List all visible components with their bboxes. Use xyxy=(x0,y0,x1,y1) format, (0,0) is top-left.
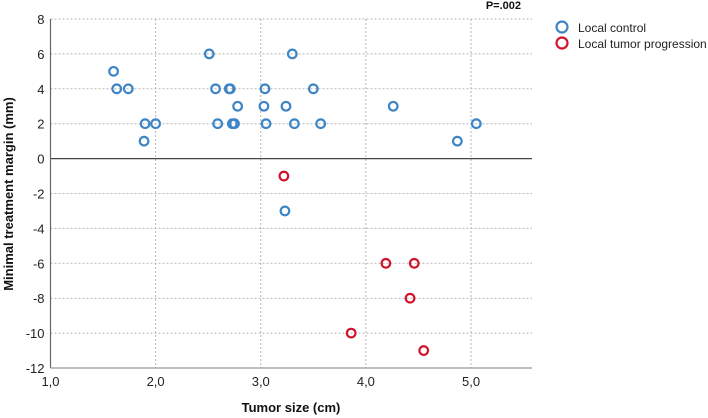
point-local-control xyxy=(212,118,224,130)
y-tick-label: 4 xyxy=(37,82,44,97)
point-local-control xyxy=(224,83,236,95)
point-local-control xyxy=(286,48,298,60)
point-local-control xyxy=(260,118,272,130)
y-tick-label: -10 xyxy=(26,326,45,341)
point-local-control xyxy=(307,83,319,95)
axes xyxy=(49,19,532,369)
x-tick-label: 1,0 xyxy=(41,374,59,389)
y-tick-label: -4 xyxy=(33,221,45,236)
legend: Local control Local tumor progression xyxy=(555,20,707,51)
point-local-tumor-progression xyxy=(404,292,416,304)
y-tick-label: -2 xyxy=(33,187,45,202)
y-axis-title: Minimal treatment margin (mm) xyxy=(1,97,16,291)
grid-lines xyxy=(50,18,532,369)
point-local-tumor-progression xyxy=(418,345,430,356)
y-tick-label: -12 xyxy=(26,361,45,376)
point-local-control xyxy=(280,100,292,112)
x-axis-title: Tumor size (cm) xyxy=(242,400,341,415)
p-value-annotation: P=.002 xyxy=(486,0,521,12)
point-local-control xyxy=(111,83,123,95)
tick-labels: 8 6 4 2 0 -2 -4 -6 -8 -10 -121,0 2,0 3,0 4,0 5,0 xyxy=(26,12,480,389)
y-tick-label: -6 xyxy=(33,256,45,271)
legend-label-local-tumor-progression: Local tumor progression xyxy=(578,37,707,51)
point-local-control xyxy=(232,100,244,112)
point-local-control xyxy=(470,118,482,130)
legend-marker-local-control xyxy=(555,20,569,34)
point-local-tumor-progression xyxy=(278,170,290,182)
x-tick-label: 3,0 xyxy=(252,374,270,389)
point-local-control xyxy=(289,118,300,130)
point-local-control xyxy=(259,83,271,95)
point-local-control xyxy=(451,135,463,147)
point-local-control xyxy=(229,118,240,130)
point-local-control xyxy=(258,100,270,112)
legend-label-local-control: Local control xyxy=(578,21,646,35)
point-local-control xyxy=(387,100,399,112)
point-local-control xyxy=(315,118,327,130)
y-tick-label: 0 xyxy=(37,152,44,167)
point-local-tumor-progression xyxy=(345,327,357,339)
x-tick-label: 4,0 xyxy=(357,374,375,389)
point-local-control xyxy=(122,83,134,95)
y-tick-label: 6 xyxy=(37,47,44,62)
legend-marker-local-tumor-progression xyxy=(555,36,569,50)
point-local-control xyxy=(139,118,151,130)
point-local-control xyxy=(108,65,119,77)
point-local-tumor-progression xyxy=(408,257,420,269)
point-local-control xyxy=(138,135,150,147)
point-local-control xyxy=(210,83,221,95)
y-tick-label: 8 xyxy=(37,12,44,27)
point-local-tumor-progression xyxy=(380,257,392,269)
point-local-control xyxy=(203,48,215,60)
x-tick-label: 2,0 xyxy=(147,374,165,389)
y-tick-label: 2 xyxy=(37,117,44,132)
point-local-control xyxy=(279,205,291,217)
y-tick-label: -8 xyxy=(33,291,45,306)
point-local-control xyxy=(150,118,162,130)
data-points xyxy=(108,48,482,356)
x-tick-label: 5,0 xyxy=(462,374,480,389)
